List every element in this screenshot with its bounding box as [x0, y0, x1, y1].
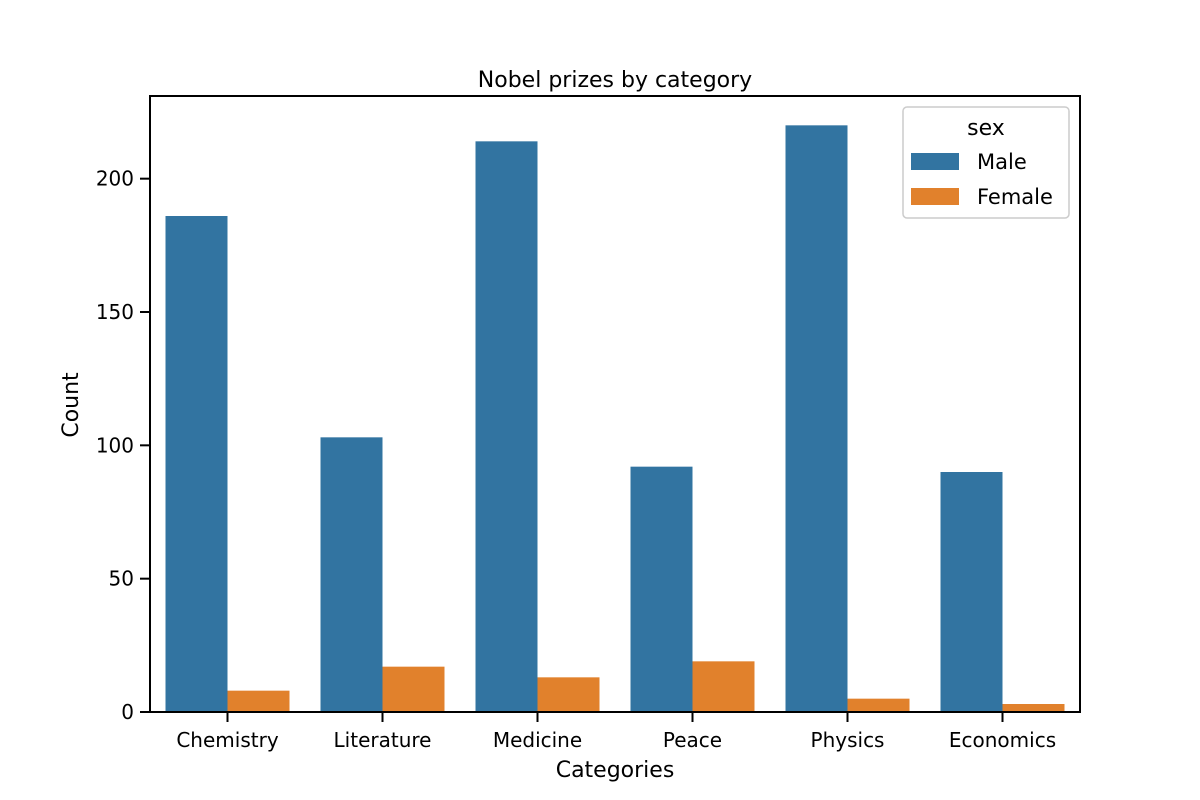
- legend: sex Male Female: [902, 106, 1070, 219]
- y-axis-title: Count: [59, 372, 84, 438]
- bar-female-chemistry: [227, 690, 290, 712]
- bar-male-economics: [940, 472, 1003, 712]
- bar-male-physics: [785, 125, 848, 713]
- legend-swatch-female: [911, 188, 959, 205]
- x-tick-label: Peace: [663, 728, 722, 752]
- legend-label-male: Male: [977, 150, 1027, 174]
- bar-female-peace: [692, 661, 755, 712]
- bar-female-economics: [1002, 704, 1065, 712]
- x-tick-label: Medicine: [493, 728, 582, 752]
- x-tick-label: Literature: [334, 728, 432, 752]
- bar-male-medicine: [475, 141, 538, 713]
- bar-female-literature: [382, 666, 445, 712]
- x-tick-label: Chemistry: [176, 728, 278, 752]
- bar-female-physics: [847, 698, 910, 712]
- plot-area: 0 50 100 150 200 Chemistry Literature Medicine P…: [96, 95, 1081, 752]
- chart-title: Nobel prizes by category: [478, 68, 752, 93]
- bar-male-peace: [630, 466, 693, 712]
- y-tick-label: 100: [96, 433, 134, 457]
- legend-swatch-male: [911, 153, 959, 170]
- legend-label-female: Female: [977, 185, 1053, 209]
- bar-male-literature: [320, 437, 383, 712]
- plot-frame: [149, 95, 1081, 713]
- bar-female-medicine: [537, 677, 600, 712]
- y-tick-label: 50: [109, 567, 134, 591]
- bar-male-chemistry: [165, 216, 228, 712]
- legend-title: sex: [967, 116, 1005, 141]
- y-tick-label: 150: [96, 300, 134, 324]
- y-tick-label: 0: [121, 700, 134, 724]
- x-tick-label: Economics: [949, 728, 1056, 752]
- x-axis-title: Categories: [556, 758, 675, 783]
- y-tick-label: 200: [96, 167, 134, 191]
- x-tick-label: Physics: [811, 728, 885, 752]
